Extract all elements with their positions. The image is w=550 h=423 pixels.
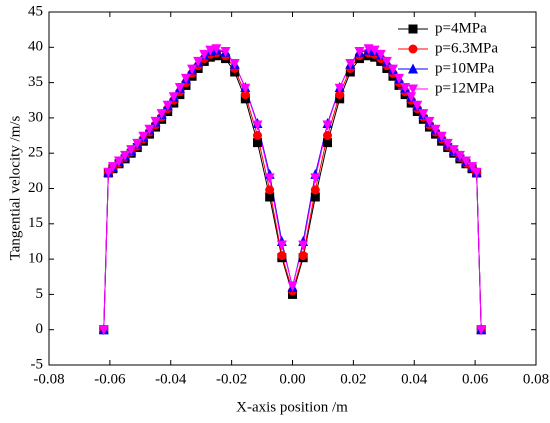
marker [126,145,137,156]
x-axis-label: X-axis position /m [236,399,348,415]
x-tick-label: -0.02 [216,371,247,387]
y-tick-label: 20 [28,180,43,196]
y-tick-label: 10 [28,251,43,267]
marker [354,47,365,58]
y-tick-label: 30 [28,109,43,125]
marker [174,83,185,94]
y-tick-label: 40 [28,39,43,55]
marker [240,83,251,94]
marker [298,240,309,251]
marker [387,64,398,75]
marker [298,251,308,261]
marker [114,156,125,167]
marker [408,44,418,54]
x-tick-label: -0.04 [155,371,187,387]
marker [323,138,333,148]
marker [323,131,333,141]
marker [424,116,435,127]
plot-frame [48,11,537,366]
marker [471,167,482,178]
marker [205,45,216,56]
marker [436,131,447,142]
marker [252,120,263,131]
marker [252,131,262,141]
x-tick-label: 0.02 [340,371,366,387]
marker [187,64,198,75]
marker [412,100,423,111]
legend-label: p=4MPa [435,20,487,36]
marker [442,138,453,149]
marker [310,185,320,195]
marker [107,162,118,173]
marker [199,49,210,60]
marker [120,150,131,161]
y-tick-label: 5 [36,286,44,302]
y-axis-label: Tangential velocity /m/s [7,115,23,260]
marker [276,240,287,251]
marker [180,73,191,84]
marker [369,45,380,56]
marker [454,150,465,161]
x-tick-label: 0.08 [523,371,549,387]
marker [408,63,418,74]
marker [138,131,149,142]
x-tick-label: 0.00 [279,371,305,387]
x-tick-label: -0.08 [33,371,64,387]
marker [240,90,250,100]
marker [381,56,392,67]
marker [156,109,167,120]
marker [345,59,356,70]
marker [394,73,405,84]
marker [277,251,287,261]
marker [103,167,114,178]
marker [476,325,487,336]
marker [265,192,275,202]
marker [430,124,441,135]
legend-label: p=6.3MPa [435,40,498,56]
marker [448,145,459,156]
x-tick-label: -0.06 [94,371,126,387]
marker [193,56,204,67]
marker [322,120,333,131]
marker [211,44,222,55]
y-tick-label: 45 [28,3,43,19]
marker [310,173,321,184]
legend-label: p=10MPa [435,60,495,76]
marker [406,92,417,103]
marker [98,325,109,336]
y-tick-label: 15 [28,215,43,231]
y-tick-label: 0 [36,321,44,337]
marker [132,138,143,149]
marker [334,83,345,94]
marker [264,173,275,184]
x-tick-label: 0.06 [462,371,489,387]
marker [168,92,179,103]
marker [220,47,231,58]
marker [229,59,240,70]
marker [400,83,411,94]
marker [375,49,386,60]
marker [144,124,155,135]
marker [408,24,418,34]
marker [460,156,471,167]
marker [162,100,173,111]
marker [418,109,429,120]
y-tick-label: 25 [28,145,43,161]
legend-label: p=12MPa [435,80,495,96]
y-tick-label: -5 [31,356,44,372]
y-tick-label: 35 [28,74,43,90]
marker [252,138,262,148]
marker [150,116,161,127]
marker [287,281,298,292]
marker [408,84,418,95]
marker [335,90,345,100]
marker [467,162,478,173]
marker [310,192,320,202]
marker [265,185,275,195]
x-tick-label: 0.04 [401,371,428,387]
